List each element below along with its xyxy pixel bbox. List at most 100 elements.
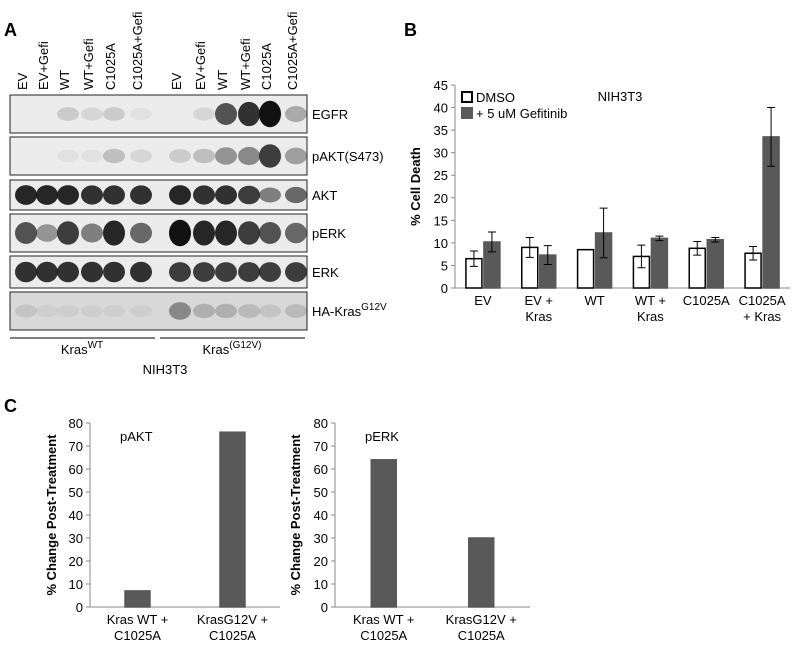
blot-band — [57, 149, 79, 163]
y-tick-label: 25 — [434, 168, 448, 183]
x-tick-label: Kras WT + — [107, 612, 169, 627]
x-tick-label: + Kras — [743, 309, 781, 324]
x-tick-label: Kras — [525, 309, 552, 324]
row-label-sup: G12V — [361, 302, 387, 313]
y-tick-label: 60 — [314, 462, 328, 477]
chart-title: pERK — [365, 429, 399, 444]
blot-band — [285, 186, 307, 204]
legend-swatch — [461, 91, 473, 103]
y-tick-label: 10 — [434, 236, 448, 251]
blot-band — [57, 185, 79, 205]
blot-band — [36, 261, 58, 283]
chart-title: NIH3T3 — [598, 89, 643, 104]
blot-band — [57, 221, 79, 245]
lane-label: EV+Gefi — [36, 41, 51, 90]
bar — [468, 537, 495, 608]
blot-band — [15, 261, 37, 283]
blot-band — [193, 303, 215, 319]
blot-band — [259, 304, 281, 318]
lane-label: WT+Gefi — [81, 38, 96, 90]
error-bar — [487, 231, 496, 253]
blot-band — [103, 107, 125, 121]
blot-band — [259, 100, 281, 128]
x-tick-label: EV + — [524, 293, 553, 308]
lane-label: EV — [169, 72, 184, 90]
blot-band — [169, 302, 191, 320]
row-label: HA-KrasG12V — [312, 302, 387, 319]
blot-panel — [9, 291, 308, 331]
y-tick-label: 30 — [69, 531, 83, 546]
blot-band — [215, 303, 237, 319]
blot-band — [130, 222, 152, 244]
error-bar — [525, 236, 534, 258]
error-bar — [655, 235, 664, 242]
row-label: pAKT(S473) — [312, 149, 384, 164]
y-tick-label: 50 — [69, 485, 83, 500]
row-label: EGFR — [312, 107, 348, 122]
blot-band — [215, 220, 237, 246]
blot-band — [103, 220, 125, 246]
blot-band — [81, 107, 103, 121]
x-tick-label: KrasG12V + — [197, 612, 268, 627]
blot-panel — [9, 136, 308, 176]
blot-band — [238, 185, 260, 205]
error-bar — [693, 241, 702, 256]
legend-swatch — [461, 107, 473, 119]
y-tick-label: 40 — [314, 508, 328, 523]
row-label: pERK — [312, 226, 346, 241]
x-tick-label: C1025A — [209, 628, 256, 643]
y-tick-label: 70 — [69, 439, 83, 454]
panel-label: C — [4, 396, 17, 416]
blot-band — [259, 187, 281, 203]
blot-band — [193, 262, 215, 282]
blot-band — [15, 185, 37, 205]
group-label-sup: WT — [88, 340, 104, 351]
x-tick-label: Kras — [637, 309, 664, 324]
blot-band — [215, 185, 237, 205]
x-tick-label: C1025A — [114, 628, 161, 643]
blot-band — [57, 107, 79, 121]
lane-label: C1025A — [103, 43, 118, 90]
lane-label: WT — [57, 70, 72, 90]
x-tick-label: KrasG12V + — [446, 612, 517, 627]
y-tick-label: 80 — [69, 416, 83, 431]
group-label-main: Kras — [61, 342, 88, 357]
x-tick-label: EV — [474, 293, 492, 308]
y-axis-label: % Change Post-Treatment — [44, 434, 59, 596]
y-tick-label: 30 — [434, 146, 448, 161]
x-tick-label: C1025A — [458, 628, 505, 643]
blot-band — [285, 262, 307, 282]
blot-band — [103, 261, 125, 283]
y-tick-label: 80 — [314, 416, 328, 431]
blot-band — [259, 144, 281, 168]
blot-band — [36, 304, 58, 318]
row-label-main: ERK — [312, 265, 339, 280]
y-tick-label: 15 — [434, 213, 448, 228]
blot-band — [169, 185, 191, 205]
blot-band — [238, 221, 260, 245]
blot-band — [215, 147, 237, 165]
blot-band — [130, 304, 152, 318]
blot-band — [238, 304, 260, 318]
bar — [706, 238, 724, 289]
blot-band — [57, 261, 79, 283]
lane-label: C1025A+Gefi — [285, 11, 300, 90]
x-tick-label: C1025A — [739, 293, 786, 308]
blot-band — [285, 106, 307, 122]
blot-band — [238, 262, 260, 282]
row-label-main: pAKT(S473) — [312, 149, 384, 164]
panel-label: B — [404, 20, 417, 40]
blot-band — [81, 185, 103, 205]
bar — [370, 459, 397, 608]
lane-label: EV+Gefi — [193, 41, 208, 90]
group-label: KrasWT — [61, 340, 103, 357]
blot-band — [215, 102, 237, 126]
blot-band — [193, 107, 215, 121]
x-tick-label: Kras WT + — [353, 612, 415, 627]
error-bar — [711, 236, 720, 243]
blot-band — [169, 262, 191, 282]
x-tick-label: WT — [584, 293, 604, 308]
y-tick-label: 45 — [434, 78, 448, 93]
